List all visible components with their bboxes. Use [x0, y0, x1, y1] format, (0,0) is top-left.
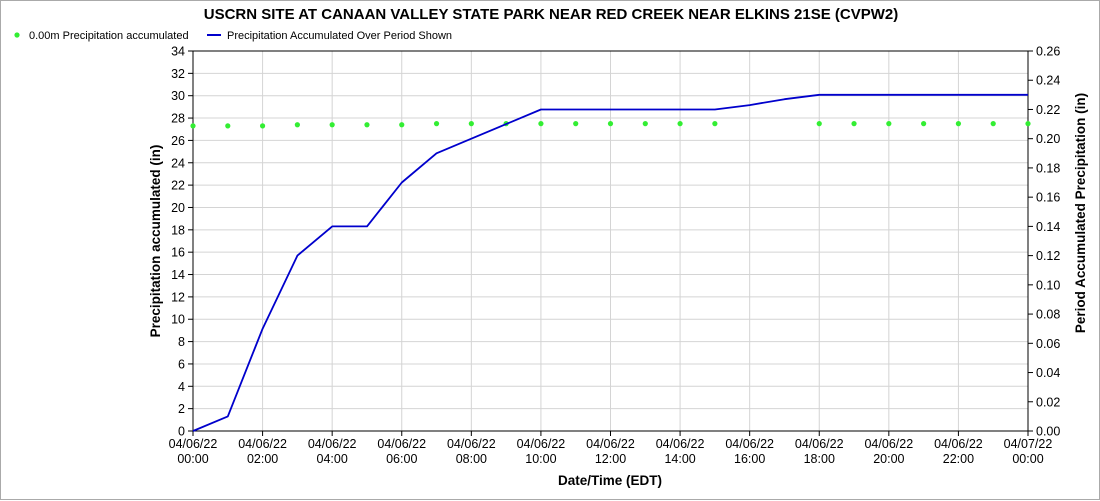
data-point-precip-accumulated — [921, 121, 927, 127]
y-right-tick-label: 0.16 — [1036, 191, 1060, 205]
y-axis-left-title: Precipitation accumulated (in) — [148, 145, 163, 338]
x-tick-label-date: 04/06/22 — [795, 437, 844, 451]
y-left-tick-label: 12 — [171, 290, 185, 304]
y-left-tick-label: 14 — [171, 268, 185, 282]
x-tick-label-time: 00:00 — [177, 452, 208, 466]
x-tick-label-date: 04/06/22 — [517, 437, 566, 451]
y-right-tick-label: 0.10 — [1036, 278, 1060, 292]
data-point-precip-accumulated — [851, 121, 857, 127]
x-tick-label-date: 04/06/22 — [377, 437, 426, 451]
data-point-precip-accumulated — [399, 122, 405, 128]
x-tick-label-time: 02:00 — [247, 452, 278, 466]
y-left-tick-label: 4 — [178, 380, 185, 394]
data-point-precip-accumulated — [468, 121, 474, 127]
series-layer — [190, 93, 1031, 432]
y-left-tick-label: 26 — [171, 134, 185, 148]
x-axis: 04/06/2200:0004/06/2202:0004/06/2204:000… — [169, 431, 1053, 466]
x-tick-label-time: 16:00 — [734, 452, 765, 466]
y-left-tick-label: 8 — [178, 335, 185, 349]
data-point-precip-accumulated — [538, 121, 544, 127]
x-tick-label-date: 04/06/22 — [308, 437, 357, 451]
series-line-period-accumulated — [192, 93, 1028, 432]
data-point-precip-accumulated — [677, 121, 683, 127]
x-tick-label-time: 04:00 — [317, 452, 348, 466]
y-left-tick-label: 22 — [171, 179, 185, 193]
data-point-precip-accumulated — [1025, 121, 1031, 127]
data-point-precip-accumulated — [886, 121, 892, 127]
y-right-tick-label: 0.14 — [1036, 220, 1060, 234]
x-tick-label-date: 04/06/22 — [238, 437, 287, 451]
y-right-tick-label: 0.22 — [1036, 103, 1060, 117]
x-tick-label-date: 04/06/22 — [656, 437, 705, 451]
chart-title: USCRN SITE AT CANAAN VALLEY STATE PARK N… — [204, 6, 899, 23]
x-tick-label-date: 04/06/22 — [169, 437, 218, 451]
y-left-tick-label: 24 — [171, 156, 185, 170]
grid — [192, 50, 1029, 432]
data-point-precip-accumulated — [642, 121, 648, 127]
legend-marker-points — [14, 32, 20, 38]
legend: 0.00m Precipitation accumulated Precipit… — [14, 30, 452, 42]
x-tick-label-time: 22:00 — [943, 452, 974, 466]
x-tick-label-time: 18:00 — [804, 452, 835, 466]
x-tick-label-date: 04/06/22 — [447, 437, 496, 451]
y-left-tick-label: 30 — [171, 89, 185, 103]
y-right-tick-label: 0.00 — [1036, 425, 1060, 439]
data-point-precip-accumulated — [573, 121, 579, 127]
x-tick-label-date: 04/07/22 — [1004, 437, 1053, 451]
y-left-tick-label: 0 — [178, 425, 185, 439]
x-axis-title: Date/Time (EDT) — [558, 473, 662, 488]
y-right-tick-label: 0.12 — [1036, 249, 1060, 263]
data-point-precip-accumulated — [433, 121, 440, 127]
data-point-precip-accumulated — [294, 122, 300, 128]
y-right-tick-label: 0.06 — [1036, 337, 1060, 351]
x-tick-label-time: 06:00 — [386, 452, 417, 466]
data-point-precip-accumulated — [225, 123, 231, 129]
y-left-tick-label: 2 — [178, 402, 185, 416]
x-tick-label-time: 08:00 — [456, 452, 487, 466]
y-right-tick-label: 0.02 — [1036, 395, 1060, 409]
x-tick-label-time: 00:00 — [1012, 452, 1043, 466]
legend-label-points: 0.00m Precipitation accumulated — [29, 30, 189, 42]
y-left-tick-label: 32 — [171, 67, 185, 81]
y-right-tick-label: 0.04 — [1036, 366, 1060, 380]
data-point-precip-accumulated — [190, 123, 196, 129]
data-point-precip-accumulated — [607, 121, 614, 127]
data-point-precip-accumulated — [364, 122, 370, 128]
x-tick-label-date: 04/06/22 — [864, 437, 913, 451]
data-point-precip-accumulated — [816, 121, 822, 127]
data-point-precip-accumulated — [955, 121, 962, 127]
x-tick-label-date: 04/06/22 — [934, 437, 983, 451]
y-right-tick-label: 0.20 — [1036, 132, 1060, 146]
x-tick-label-date: 04/06/22 — [586, 437, 635, 451]
data-point-precip-accumulated — [712, 121, 718, 127]
x-tick-label-time: 10:00 — [525, 452, 556, 466]
data-point-precip-accumulated — [329, 122, 335, 128]
y-left-tick-label: 28 — [171, 112, 185, 126]
y-right-tick-label: 0.08 — [1036, 308, 1060, 322]
y-right-tick-label: 0.26 — [1036, 45, 1060, 59]
y-axis-right-title: Period Accumulated Precipitation (in) — [1073, 93, 1088, 333]
x-tick-label-time: 12:00 — [595, 452, 626, 466]
y-right-tick-label: 0.24 — [1036, 74, 1060, 88]
data-point-precip-accumulated — [990, 121, 996, 127]
x-tick-label-date: 04/06/22 — [725, 437, 774, 451]
y-left-tick-label: 34 — [171, 45, 185, 59]
y-left-tick-label: 16 — [171, 246, 185, 260]
y-left-tick-label: 10 — [171, 313, 185, 327]
x-tick-label-time: 14:00 — [664, 452, 695, 466]
y-left-tick-label: 20 — [171, 201, 185, 215]
data-point-precip-accumulated — [259, 123, 266, 129]
right-axis: 0.00 0.02 0.04 0.06 0.08 0.10 0.12 0.14 0.16 0.18… — [1028, 45, 1060, 439]
y-left-tick-label: 6 — [178, 357, 185, 371]
x-tick-label-time: 20:00 — [873, 452, 904, 466]
legend-label-line: Precipitation Accumulated Over Period Sh… — [227, 30, 452, 42]
y-left-tick-label: 18 — [171, 223, 185, 237]
y-right-tick-label: 0.18 — [1036, 161, 1060, 175]
